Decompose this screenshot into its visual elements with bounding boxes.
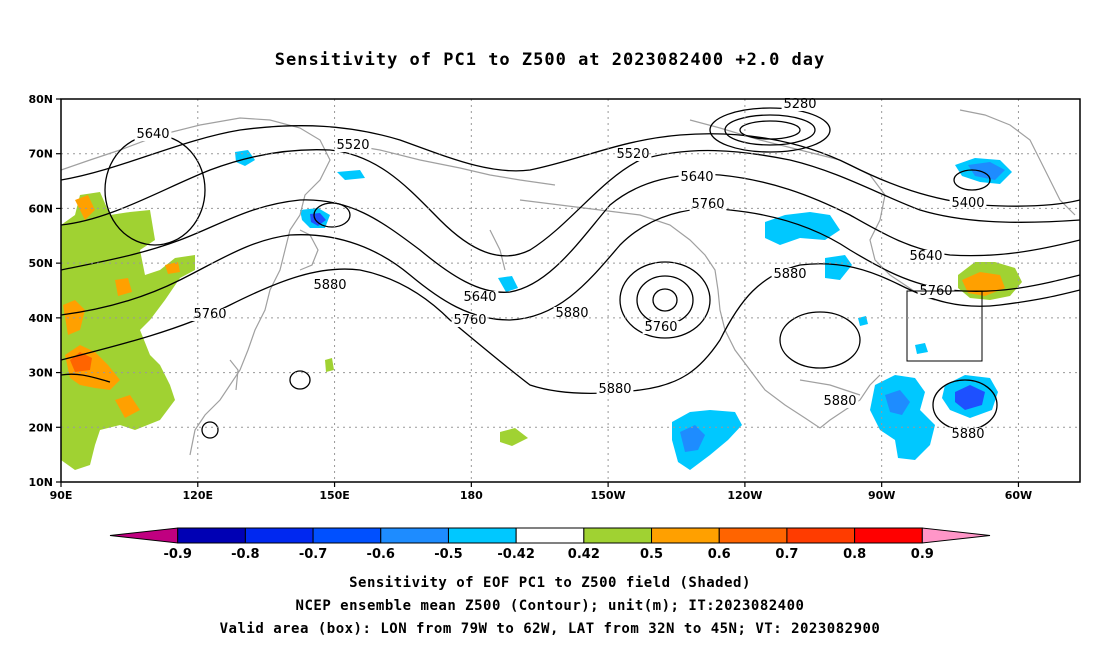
contour-label: 5760 <box>453 313 486 328</box>
colorbar-segment <box>312 527 382 544</box>
lon-tick-label: 150W <box>591 489 626 502</box>
colorbar-label: 0.7 <box>775 547 798 562</box>
contour-labels: 5280 5400 5520 5520 5640 5640 5640 5640 5760 5760… <box>134 97 987 442</box>
colorbar-segment <box>244 527 314 544</box>
colorbar-label: 0.9 <box>911 547 934 562</box>
lat-tick-label: 80N <box>28 93 53 106</box>
colorbar-segment <box>380 527 449 544</box>
lat-lon-grid <box>61 99 1080 482</box>
colorbar-segment <box>177 527 246 544</box>
negative-region-small-2 <box>915 343 928 354</box>
lat-tick-label: 10N <box>28 476 53 489</box>
contour-label: 5880 <box>313 278 346 293</box>
lon-tick-label: 90E <box>50 489 73 502</box>
contour-label: 5760 <box>644 320 677 335</box>
contour-label: 5520 <box>616 147 649 162</box>
colorbar-label: -0.9 <box>163 547 191 562</box>
lon-tick-label: 120W <box>727 489 762 502</box>
positive-region-asia <box>61 192 195 470</box>
lon-tick-label: 150E <box>319 489 349 502</box>
contour-label: 5520 <box>336 138 369 153</box>
negative-region-aleutian <box>498 276 518 292</box>
valid-area-box <box>906 290 983 362</box>
colorbar-label: -0.8 <box>231 547 259 562</box>
colorbar-label: -0.6 <box>367 547 395 562</box>
contour-label: 5760 <box>691 197 724 212</box>
contour-label: 5880 <box>598 382 631 397</box>
caption-line-2: NCEP ensemble mean Z500 (Contour); unit(… <box>295 598 805 614</box>
lat-tick-label: 20N <box>28 421 53 434</box>
positive-core-3 <box>115 395 140 418</box>
caption-line-1: Sensitivity of EOF PC1 to Z500 field (Sh… <box>349 575 751 591</box>
contour-label: 5640 <box>136 127 169 142</box>
z500-contours <box>61 107 1080 439</box>
colorbar-segment <box>786 527 856 544</box>
contour-label: 5880 <box>951 427 984 442</box>
positive-region-pacific <box>325 358 334 372</box>
positive-core-7 <box>70 352 92 372</box>
negative-core-east-pacific <box>680 425 705 452</box>
negative-region-north-america <box>765 212 840 245</box>
lat-tick-label: 60N <box>28 202 53 215</box>
positive-core-6 <box>165 262 180 274</box>
latitude-axis: 80N 70N 60N 50N 40N 30N 20N 10N <box>28 93 61 489</box>
negative-region-east-pacific <box>672 410 742 470</box>
colorbar-label: 0.42 <box>568 547 600 562</box>
lon-tick-label: 60W <box>1005 489 1032 502</box>
contour-label: 5640 <box>680 170 713 185</box>
contour-label: 5640 <box>909 249 942 264</box>
negative-core-subtropical-atlantic <box>955 385 985 410</box>
map-title: Sensitivity of PC1 to Z500 at 2023082400… <box>274 50 826 70</box>
positive-core-atlantic <box>962 272 1005 296</box>
contour-label: 5880 <box>823 394 856 409</box>
colorbar-segment <box>651 527 720 544</box>
lon-tick-label: 90W <box>868 489 895 502</box>
colorbar-label: -0.7 <box>299 547 327 562</box>
negative-region-small-1 <box>858 316 868 326</box>
lat-tick-label: 40N <box>28 312 53 325</box>
contour-label: 5880 <box>773 267 806 282</box>
contour-label: 5880 <box>555 306 588 321</box>
lat-tick-label: 50N <box>28 257 53 270</box>
colorbar-label: -0.5 <box>434 547 462 562</box>
caption-line-3: Valid area (box): LON from 79W to 62W, L… <box>219 621 881 637</box>
negative-region-siberia <box>235 150 255 166</box>
lon-tick-label: 180 <box>460 489 483 502</box>
negative-core-greenland <box>968 162 1005 180</box>
positive-core-4 <box>75 195 95 220</box>
colorbar-arrow-high <box>921 527 991 544</box>
contour-label: 5760 <box>193 307 226 322</box>
colorbar-label: -0.42 <box>497 547 534 562</box>
colorbar-label: 0.8 <box>843 547 866 562</box>
contour-label: 5280 <box>783 97 816 112</box>
colorbar-label: 0.5 <box>640 547 663 562</box>
colorbar-label: 0.6 <box>708 547 731 562</box>
negative-region-great-lakes <box>825 255 852 280</box>
lat-tick-label: 70N <box>28 148 53 161</box>
colorbar-segment <box>447 527 517 544</box>
longitude-axis: 90E 120E 150E 180 150W 120W 90W 60W <box>50 482 1032 502</box>
colorbar-segment <box>854 527 923 544</box>
negative-region-caribbean <box>870 375 935 460</box>
positive-core-5 <box>115 278 132 296</box>
colorbar-segment <box>718 527 788 544</box>
colorbar-segment <box>583 527 653 544</box>
map-frame <box>60 98 1081 483</box>
contour-label: 5640 <box>463 290 496 305</box>
colorbar: -0.9 -0.8 -0.7 -0.6 -0.5 -0.42 0.42 0.5 0.6 0.7 0.… <box>109 527 991 562</box>
coastlines <box>61 109 1076 456</box>
lat-tick-label: 30N <box>28 367 53 380</box>
sensitivity-shading <box>61 150 1022 470</box>
colorbar-arrow-low <box>109 527 179 544</box>
contour-label: 5400 <box>951 196 984 211</box>
colorbar-segment <box>515 527 585 544</box>
negative-core-caribbean <box>885 390 910 415</box>
negative-region-arctic <box>337 170 365 180</box>
lon-tick-label: 120E <box>183 489 213 502</box>
positive-region-aleutian-south <box>500 428 528 446</box>
